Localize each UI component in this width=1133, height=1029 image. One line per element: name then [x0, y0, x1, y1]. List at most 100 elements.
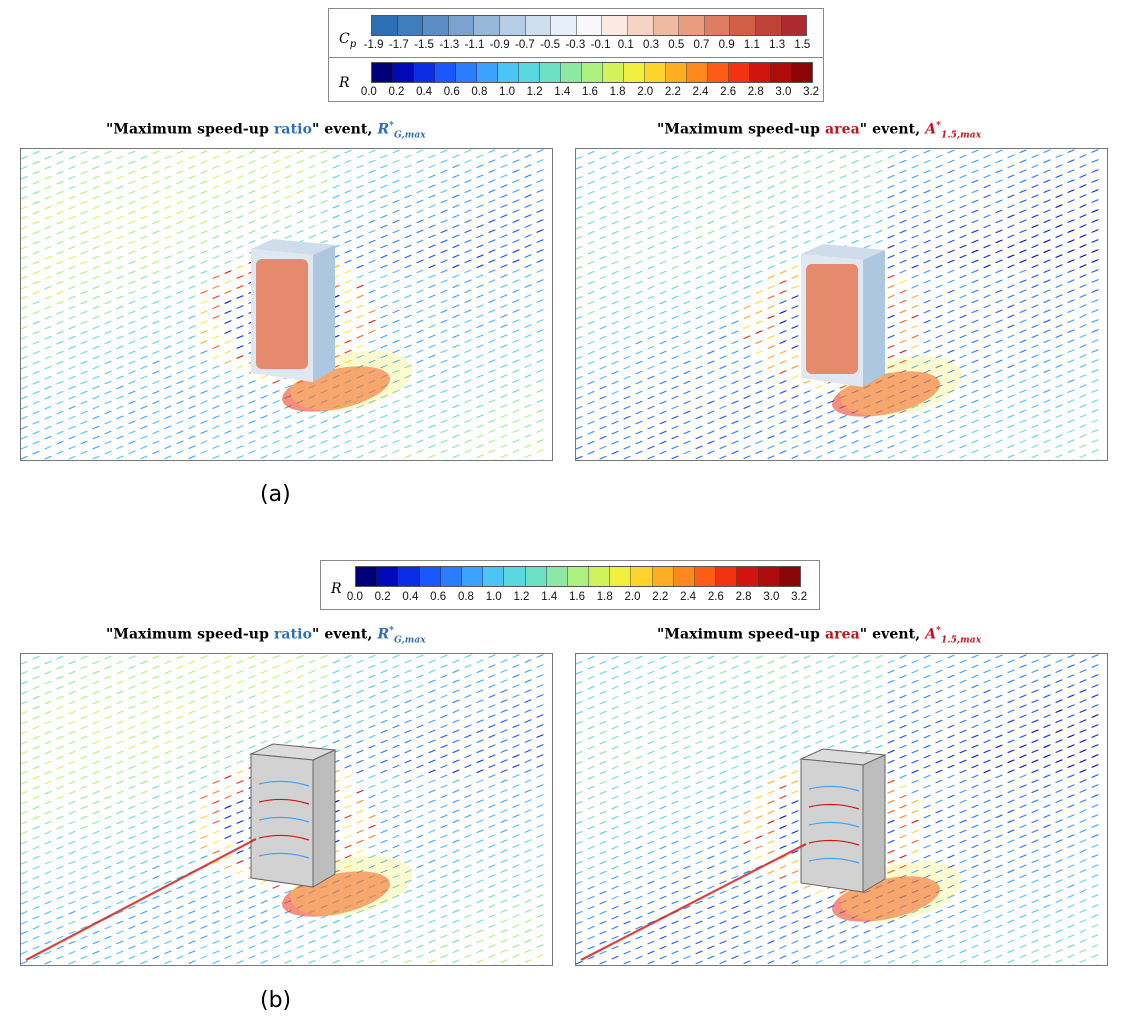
flow-vector	[695, 245, 703, 250]
flow-vector	[875, 724, 883, 729]
flow-vector	[248, 925, 256, 929]
flow-vector	[224, 795, 232, 799]
tick-label: 3.0	[763, 591, 780, 603]
flow-vector	[875, 199, 883, 204]
flow-vector	[707, 340, 715, 345]
flow-vector	[623, 195, 631, 200]
flow-vector	[635, 320, 643, 325]
flow-vector	[959, 284, 967, 289]
flow-vector	[140, 245, 148, 250]
flow-vector	[899, 279, 907, 284]
flow-vector	[80, 775, 88, 780]
flow-vector	[56, 300, 64, 305]
flow-vector	[875, 209, 883, 214]
flow-vector	[140, 920, 148, 925]
flow-vector	[815, 660, 823, 664]
flow-vector	[911, 699, 919, 704]
flow-vector	[440, 439, 448, 444]
flow-vector	[212, 750, 220, 754]
flow-vector	[647, 415, 655, 420]
flow-vector	[140, 960, 148, 965]
tick-label: 1.5	[794, 39, 811, 51]
flow-vector	[1031, 659, 1039, 664]
flow-vector	[428, 829, 436, 834]
flow-vector	[200, 180, 208, 184]
flow-vector	[576, 325, 583, 330]
flow-vector	[104, 390, 112, 395]
flow-vector	[959, 224, 967, 229]
flow-vector	[647, 445, 655, 450]
flow-vector	[224, 695, 232, 699]
flow-vector	[68, 415, 76, 420]
flow-vector	[284, 195, 292, 199]
flow-vector	[731, 665, 739, 670]
flow-vector	[320, 714, 328, 719]
flow-vector	[647, 335, 655, 340]
flow-vector	[647, 800, 655, 805]
flow-vector	[659, 230, 667, 235]
flow-vector	[971, 159, 979, 164]
flow-vector	[164, 890, 172, 895]
flow-vector	[791, 245, 799, 249]
flow-vector	[32, 440, 40, 445]
flow-vector	[524, 699, 532, 703]
flow-vector	[236, 860, 244, 864]
tick-label: -1.1	[464, 39, 485, 51]
flow-vector	[368, 159, 376, 164]
flow-vector	[476, 779, 484, 784]
flow-vector	[464, 724, 472, 729]
flow-vector	[524, 659, 532, 663]
flow-vector	[536, 209, 544, 213]
flow-vector	[611, 705, 619, 710]
flow-vector	[659, 150, 667, 155]
flow-vector	[188, 770, 196, 774]
flow-vector	[416, 954, 424, 959]
flow-vector	[488, 804, 496, 808]
flow-vector	[116, 660, 124, 665]
flow-vector	[1031, 204, 1039, 209]
flow-vector	[995, 259, 1003, 264]
flow-vector	[200, 925, 208, 929]
flow-vector	[152, 180, 160, 185]
flow-vector	[152, 250, 160, 255]
flow-vector	[344, 684, 352, 689]
flow-vector	[488, 219, 496, 223]
flow-vector	[260, 195, 268, 199]
flow-vector	[116, 820, 124, 825]
flow-vector	[404, 869, 412, 874]
flow-vector	[512, 784, 520, 788]
flow-vector	[647, 790, 655, 795]
flow-vector	[200, 905, 208, 909]
flow-vector	[80, 150, 88, 155]
flow-vector	[1007, 174, 1015, 179]
flow-vector	[260, 205, 268, 209]
flow-vector	[212, 680, 220, 684]
flow-vector	[1007, 384, 1015, 389]
flow-vector-field	[21, 654, 544, 965]
flow-vector	[623, 840, 631, 845]
flow-vector	[743, 770, 751, 774]
flow-vector	[935, 204, 943, 209]
flow-vector	[21, 930, 28, 935]
flow-vector	[947, 269, 955, 274]
flow-vector	[21, 730, 28, 735]
flow-vector	[200, 220, 208, 224]
flow-vector	[779, 420, 787, 424]
flow-vector	[308, 929, 316, 934]
flow-vector	[284, 930, 292, 934]
flow-vector	[344, 844, 352, 849]
flow-vector	[707, 150, 715, 155]
flow-vector	[56, 370, 64, 375]
flow-vector	[815, 175, 823, 179]
flow-vector	[1019, 239, 1027, 244]
flow-vector	[707, 655, 715, 660]
flow-vector	[1043, 149, 1051, 153]
flow-vector	[296, 695, 304, 699]
flow-vector	[224, 450, 232, 454]
flow-vector	[356, 909, 364, 914]
flow-vector	[32, 240, 40, 245]
flow-vector	[308, 414, 316, 419]
flow-vector	[368, 764, 376, 769]
flow-vector	[743, 720, 751, 724]
flow-vector	[392, 379, 400, 384]
